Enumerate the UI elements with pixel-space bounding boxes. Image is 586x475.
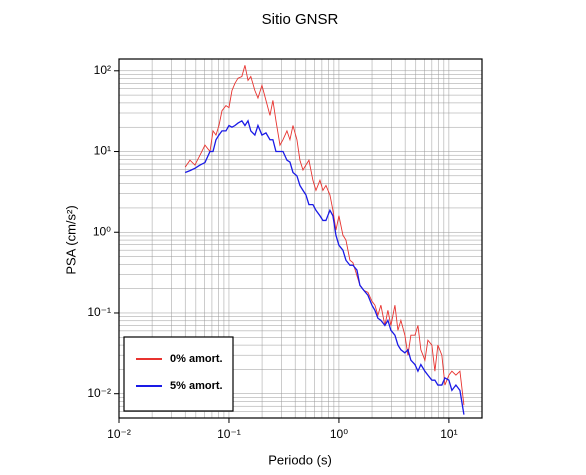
legend-label: 5% amort.: [170, 380, 223, 392]
y-tick-label: 10¹: [94, 144, 111, 158]
legend-label: 0% amort.: [170, 353, 223, 365]
y-tick-label: 10⁻¹: [87, 305, 111, 319]
x-axis-label: Periodo (s): [268, 452, 332, 467]
x-tick-label: 10⁻¹: [217, 427, 241, 441]
series-line: [184, 119, 465, 415]
series-line: [184, 65, 465, 406]
chart-title: Sitio GNSR: [262, 11, 339, 28]
plot-frame: [118, 58, 483, 419]
y-axis-label: PSA (cm/s²): [63, 205, 78, 274]
y-tick-label: 10⁰: [93, 224, 111, 238]
x-tick-label: 10⁻²: [107, 427, 131, 441]
y-tick-label: 10⁻²: [87, 386, 111, 400]
legend-box: [123, 336, 234, 412]
x-tick-label: 10⁰: [330, 427, 348, 441]
x-tick-label: 10¹: [440, 427, 457, 441]
y-tick-label: 10²: [94, 63, 111, 77]
